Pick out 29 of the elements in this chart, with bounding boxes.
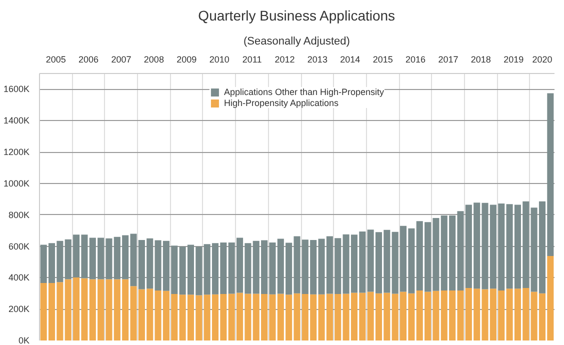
x-tick-label: 2020 [532, 54, 552, 64]
y-tick-label: 200K [8, 304, 30, 314]
x-tick-label: 2007 [111, 54, 132, 64]
x-tick-label: 2008 [144, 54, 164, 64]
x-tick-label: 2018 [470, 54, 491, 64]
x-tick-label: 2017 [438, 54, 458, 64]
x-tick-label: 2010 [209, 54, 230, 64]
y-tick-label: 1000K [3, 178, 30, 188]
x-tick-label: 2006 [78, 54, 99, 64]
x-tick-label: 2012 [274, 54, 295, 64]
y-tick-label: 0K [18, 336, 30, 345]
legend-label: Applications Other than High-Propensity [224, 87, 384, 97]
chart-subtitle: (Seasonally Adjusted) [244, 36, 350, 48]
y-tick-label: 1600K [3, 84, 30, 94]
x-tick-label: 2016 [406, 54, 426, 64]
legend-label: High-Propensity Applications [224, 98, 339, 108]
x-tick-label: 2011 [242, 54, 262, 64]
x-tick-label: 2005 [46, 54, 66, 64]
x-tick-label: 2013 [307, 54, 328, 64]
x-tick-label: 2019 [504, 54, 524, 64]
x-tick-label: 2015 [372, 54, 393, 64]
chart-title: Quarterly Business Applications [198, 8, 396, 24]
y-tick-label: 400K [8, 272, 30, 283]
y-tick-label: 600K [8, 241, 30, 252]
x-tick-label: 2014 [340, 54, 360, 64]
y-tick-label: 1200K [3, 147, 30, 158]
x-tick-label: 2009 [176, 54, 197, 64]
y-tick-label: 1400K [3, 116, 30, 126]
y-tick-label: 800K [8, 210, 30, 220]
